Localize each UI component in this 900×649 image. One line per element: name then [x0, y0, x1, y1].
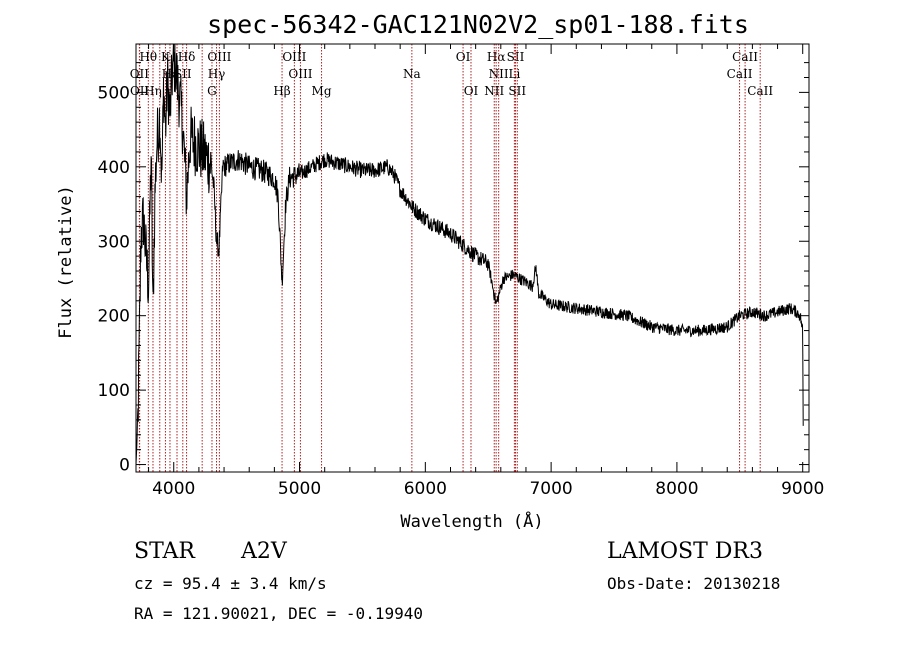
- plot-frame: [135, 43, 810, 473]
- spectral-line-label: CaII: [747, 84, 773, 98]
- spectral-line-label: Hδ: [178, 50, 196, 64]
- spectral-line-label: G: [207, 84, 217, 98]
- spectral-line-label: Hα: [487, 50, 506, 64]
- y-tick-label: 500: [98, 83, 130, 103]
- x-tick-label: 6000: [404, 479, 447, 499]
- object-subclass: A2V: [241, 539, 287, 564]
- x-tick-label: 9000: [781, 479, 824, 499]
- spectral-line-label: Hβ: [273, 84, 290, 98]
- spectral-line-label: Li: [508, 67, 520, 81]
- x-tick-label: 8000: [655, 479, 698, 499]
- y-tick-label: 0: [119, 456, 130, 476]
- spectral-line-label: Hη: [144, 84, 162, 98]
- spectral-line-label: NII: [489, 67, 509, 81]
- y-tick-label: 400: [98, 158, 130, 178]
- spectral-line-label: CaII: [732, 50, 758, 64]
- spectral-line-label: CaII: [727, 67, 753, 81]
- spectral-line-label: SII: [508, 84, 526, 98]
- spectral-line-label: K: [161, 50, 171, 64]
- spectral-line-label: OII: [130, 84, 150, 98]
- spectrum-trace: [135, 43, 804, 465]
- spectral-line-label: Hγ: [208, 67, 226, 81]
- spectral-line-label: OI: [464, 84, 479, 98]
- survey-name: LAMOST DR3: [607, 539, 763, 564]
- x-tick-label: 4000: [152, 479, 195, 499]
- spectral-line-label: Na: [403, 67, 421, 81]
- spectral-line-label: Hθ: [139, 50, 157, 64]
- y-axis-label: Flux (relative): [56, 185, 76, 339]
- object-class: STAR: [134, 539, 195, 564]
- x-tick-label: 5000: [278, 479, 321, 499]
- x-tick-label: 7000: [529, 479, 572, 499]
- spectrum-chart: spec-56342-GAC121N02V2_sp01-188.fits Hθ K…: [56, 10, 824, 532]
- spectral-line-label: Mg: [312, 84, 332, 98]
- spectral-line-label: OIII: [207, 50, 231, 64]
- observation-date: Obs-Date: 20130218: [607, 574, 781, 593]
- spectral-line-label: NII: [484, 84, 504, 98]
- chart-title: spec-56342-GAC121N02V2_sp01-188.fits: [207, 10, 749, 39]
- spectral-line-label: OI: [456, 50, 471, 64]
- spectrum-layer: [135, 43, 804, 465]
- coordinates-readout: RA = 121.90021, DEC = -0.19940: [134, 604, 423, 623]
- spectral-line-label: OIII: [282, 50, 306, 64]
- spectral-line-label: SII: [507, 50, 525, 64]
- x-axis-label: Wavelength (Å): [400, 510, 543, 532]
- y-tick-label: 100: [98, 381, 130, 401]
- redshift-readout: cz = 95.4 ± 3.4 km/s: [134, 574, 327, 593]
- spectral-line-label: OIII: [288, 67, 312, 81]
- axis-ticks-layer: 4000 5000 6000 7000 8000 9000 0 100 200 300 400 500: [98, 44, 824, 499]
- y-tick-label: 300: [98, 232, 130, 252]
- y-tick-label: 200: [98, 307, 130, 327]
